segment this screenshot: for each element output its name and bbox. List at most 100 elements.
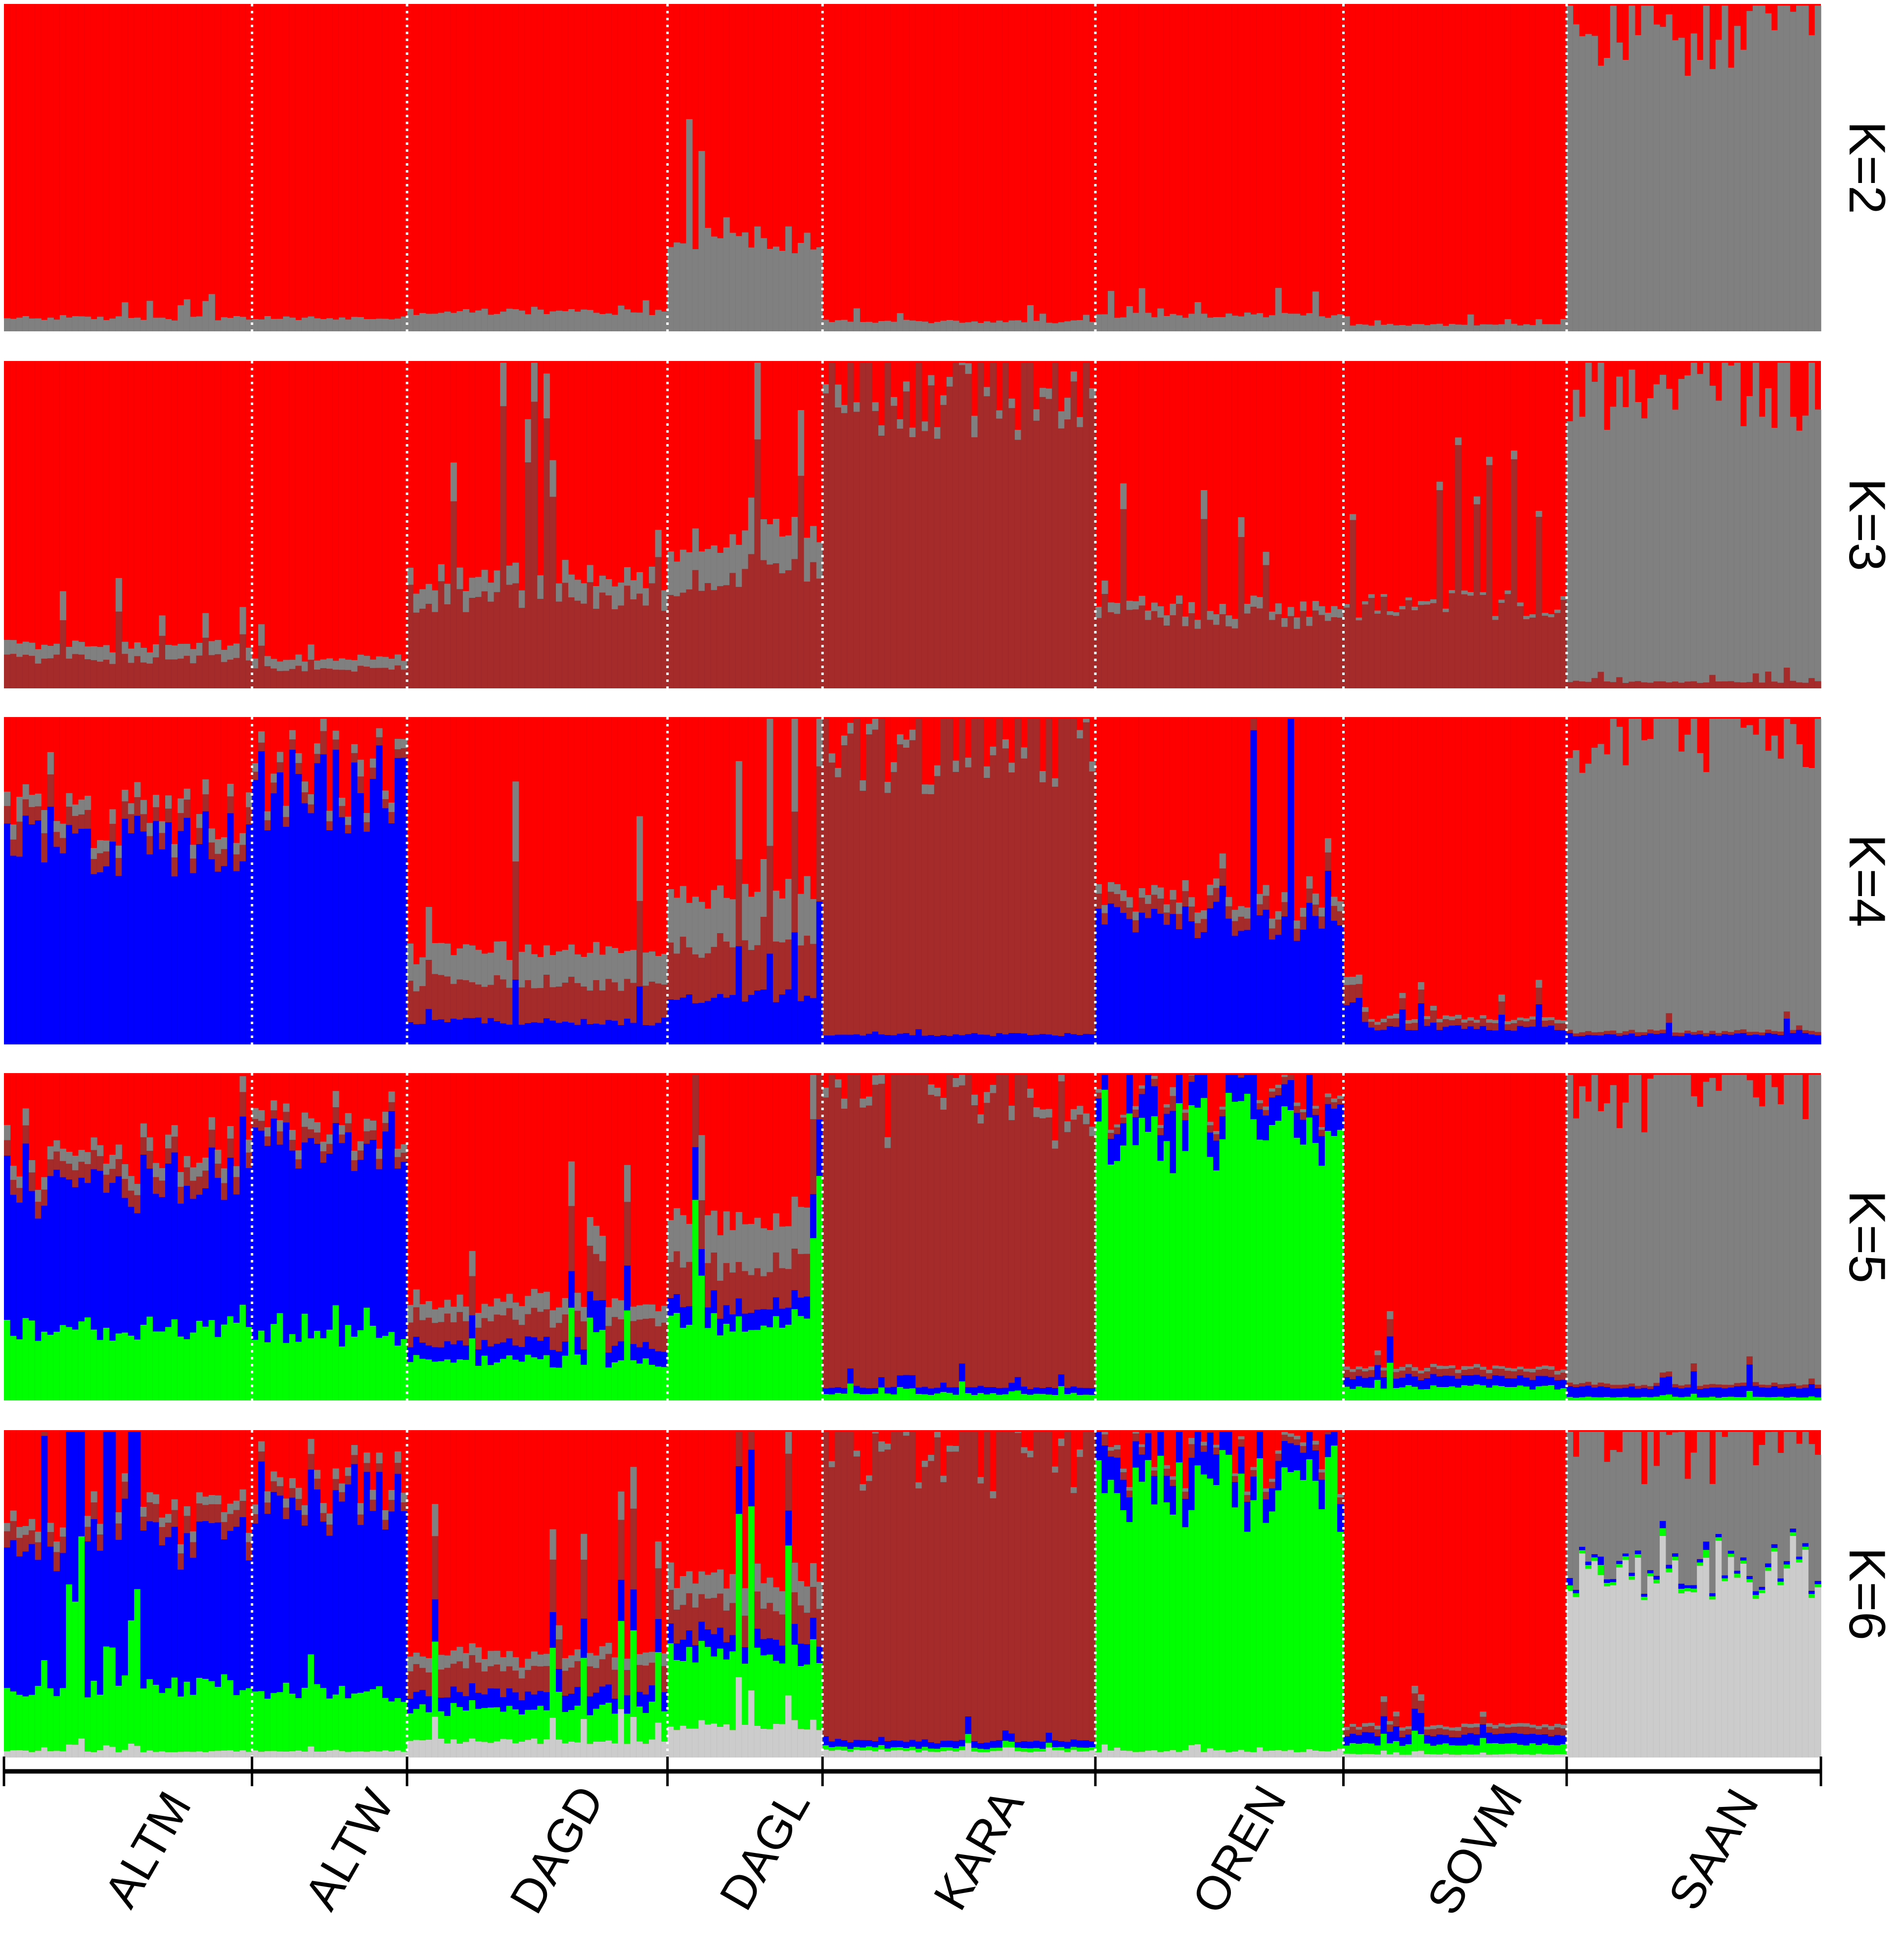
segment-grey [767,524,773,565]
segment-grey [1318,606,1325,615]
admixture-bar [35,4,42,331]
bar-edge [1126,4,1127,331]
segment-grey [642,1304,649,1319]
admixture-bar [208,4,215,331]
segment-grey [1380,1367,1387,1371]
admixture-bar [1517,717,1524,1044]
segment-brown [742,1271,749,1314]
segment-grey [928,784,935,794]
admixture-bar [1114,4,1121,331]
admixture-bar [785,4,792,331]
segment-grey [252,319,259,331]
segment-grey [952,320,959,331]
admixture-bar [444,361,451,688]
segment-grey [1461,1366,1468,1370]
segment-brown [636,1319,643,1348]
segment-brown [47,774,54,807]
segment-brown [53,832,60,847]
segment-blue [1002,1388,1009,1395]
segment-grey [456,948,463,980]
segment-brown [475,597,482,688]
segment-blue [239,1116,246,1305]
segment-brown [1120,1117,1127,1124]
segment-blue [692,1147,699,1200]
segment-grey [1783,362,1790,668]
segment-brown [1374,1355,1381,1365]
bar-edge [1349,361,1350,688]
bar-edge [834,717,835,1044]
segment-brown [72,816,79,834]
segment-green [841,1394,848,1400]
segment-grey [1746,11,1753,331]
admixture-bar [562,4,569,331]
segment-brown [128,663,135,688]
segment-grey [1566,758,1574,1030]
segment-brown [308,660,315,688]
segment-blue [283,826,290,1044]
segment-brown [1368,1370,1375,1377]
segment-grey [171,1125,178,1137]
segment-grey [1449,1016,1455,1020]
admixture-bar [878,717,885,1044]
segment-blue [946,1387,953,1393]
bar-edge [431,361,432,688]
bar-edge [704,361,705,688]
admixture-bar [1231,4,1238,331]
admixture-bar [1684,361,1691,688]
admixture-bar [996,4,1003,331]
segment-brown [1492,620,1499,688]
admixture-bar [1765,717,1772,1044]
admixture-bar [921,1073,928,1400]
segment-brown [320,668,327,688]
admixture-bar [128,717,135,1044]
segment-blue [1449,1376,1455,1387]
segment-brown [456,979,463,1020]
segment-blue [227,813,234,1044]
segment-blue [1225,918,1232,1044]
admixture-bar [903,361,910,688]
segment-blue [10,1195,17,1336]
admixture-bar [735,717,742,1044]
bar-edge [1361,1073,1362,1400]
bar-edge [301,1073,302,1400]
admixture-bar [1070,4,1077,331]
admixture-bar [1399,717,1406,1044]
segment-blue [146,1169,153,1317]
segment-brown [469,982,476,1018]
segment-grey [810,249,817,331]
segment-grey [525,1296,532,1314]
segment-grey [618,583,625,606]
bar-edge [1535,717,1536,1044]
bar-edge [1399,1073,1400,1400]
segment-grey [1387,1311,1394,1319]
segment-blue [1089,1388,1096,1395]
admixture-bar [1492,717,1499,1044]
segment-blue [165,822,172,1044]
admixture-bar [1052,1073,1059,1400]
segment-green [407,1362,414,1400]
admixture-bar [531,361,538,688]
admixture-bar [1399,4,1406,331]
admixture-bar [178,717,184,1044]
bar-edge [1597,4,1598,331]
segment-grey [698,551,705,591]
bar-edge [134,1073,135,1400]
segment-brown [1380,1022,1387,1030]
segment-grey [1653,24,1660,331]
segment-grey [928,1084,935,1095]
admixture-bar [860,4,866,331]
segment-grey [146,301,153,331]
segment-brown [357,666,364,688]
segment-brown [221,662,228,688]
bar-edge [1039,361,1040,688]
segment-brown [915,1075,922,1388]
segment-green [196,1320,203,1400]
segment-brown [1269,928,1276,940]
segment-grey [1101,581,1108,594]
segment-brown [345,670,352,688]
segment-green [680,1328,686,1400]
admixture-bar [952,361,959,688]
segment-grey [1802,415,1809,683]
segment-brown [1368,598,1375,688]
segment-brown [1622,1031,1629,1035]
